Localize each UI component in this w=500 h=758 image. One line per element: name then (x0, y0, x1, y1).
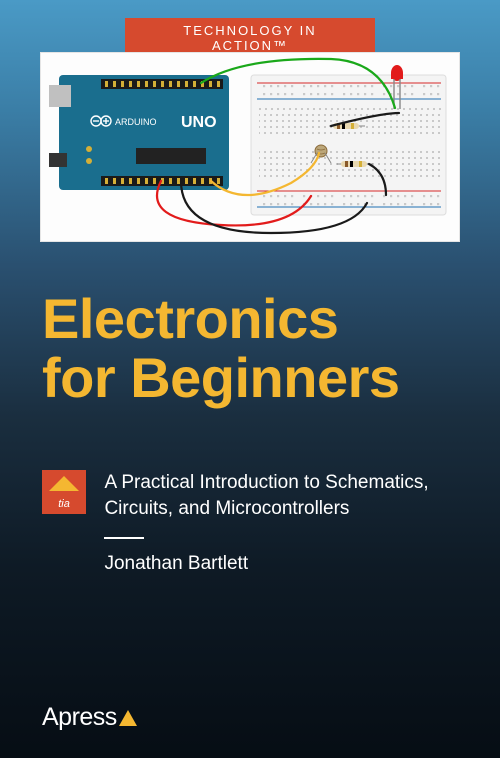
arduino-uno: ARDUINO UNO (49, 75, 229, 190)
title-block: Electronics for Beginners (42, 290, 458, 408)
tia-badge-label: tia (42, 498, 86, 510)
cover-illustration: ARDUINO UNO (40, 52, 460, 242)
book-subtitle: A Practical Introduction to Schematics, … (104, 470, 434, 521)
divider-line (104, 537, 144, 539)
author-name: Jonathan Bartlett (104, 553, 434, 575)
title-line2: for Beginners (42, 346, 400, 409)
book-title: Electronics for Beginners (42, 290, 458, 408)
publisher-name: Apress (42, 703, 117, 731)
svg-text:ARDUINO: ARDUINO (115, 117, 157, 127)
title-line1: Electronics (42, 287, 338, 350)
tia-badge-icon: tia (42, 470, 86, 514)
publisher-triangle-icon (119, 710, 137, 726)
svg-text:UNO: UNO (181, 114, 217, 131)
publisher-logo: Apress (42, 703, 138, 732)
subtitle-block: tia A Practical Introduction to Schemati… (42, 470, 440, 575)
arduino-breadboard-diagram: ARDUINO UNO (41, 53, 461, 243)
breadboard (251, 75, 446, 215)
